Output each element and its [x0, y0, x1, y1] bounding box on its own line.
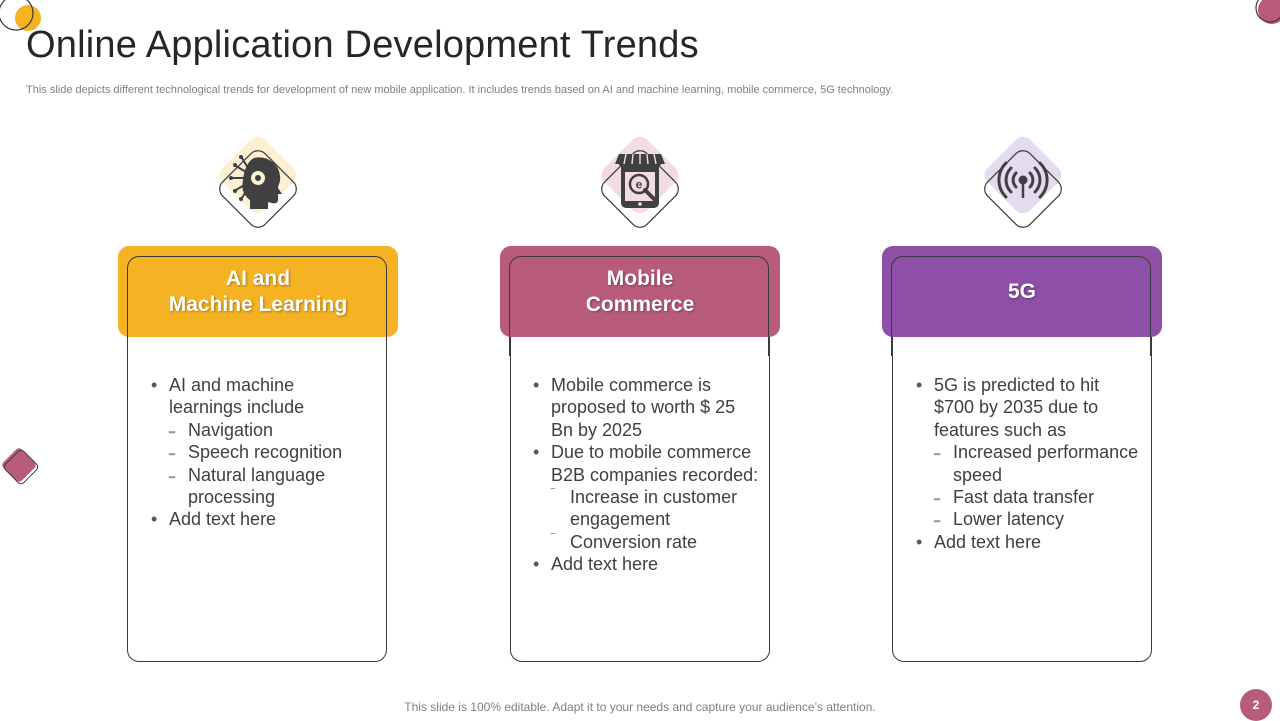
corner-circle-decoration-right: [1255, 0, 1280, 24]
list-item: Natural language processing: [149, 462, 364, 509]
card-header-mobile-commerce: Mobile Commerce: [500, 246, 780, 356]
corner-circles-decoration: [0, 0, 41, 31]
list-item: Increased performance speed: [914, 439, 1139, 486]
list-item: Conversion rate: [531, 528, 761, 553]
list-item: Add text here: [531, 553, 761, 576]
brain-head-icon: [206, 128, 310, 242]
card-bullet-list: AI and machine learnings include Navigat…: [149, 374, 364, 531]
list-item: Lower latency: [914, 506, 1139, 530]
card-title: 5G: [1007, 279, 1036, 303]
list-item: Increase in customer engagement: [531, 483, 761, 531]
card-bullet-list: 5G is predicted to hit $700 by 2035 due …: [914, 374, 1139, 554]
list-item: Navigation: [149, 417, 364, 441]
card-title: AI and Machine Learning: [168, 266, 348, 316]
mobile-store-icon: e: [588, 128, 692, 242]
card-header-ai: AI and Machine Learning: [118, 246, 398, 356]
card-header-5g: 5G: [882, 246, 1162, 356]
list-item: Fast data transfer: [914, 484, 1139, 508]
list-item: Add text here: [914, 531, 1139, 554]
page-subtitle: This slide depicts different technologic…: [26, 84, 894, 96]
list-item: Mobile commerce is proposed to worth $ 2…: [531, 374, 761, 441]
page-title: Online Application Development Trends: [26, 24, 699, 66]
footer-note: This slide is 100% editable. Adapt it to…: [404, 700, 876, 714]
list-item: Add text here: [149, 508, 364, 531]
side-diamond-decoration: [2, 448, 39, 485]
card-bullet-list: Mobile commerce is proposed to worth $ 2…: [531, 374, 761, 576]
svg-text:e: e: [636, 178, 643, 192]
card-title: Mobile Commerce: [585, 266, 695, 316]
list-item: AI and machine learnings include: [149, 374, 364, 419]
list-item: 5G is predicted to hit $700 by 2035 due …: [914, 374, 1139, 441]
list-item: Speech recognition: [149, 439, 364, 463]
signal-tower-icon: [971, 128, 1075, 242]
list-item: Due to mobile commerce B2B companies rec…: [531, 441, 761, 486]
page-number-badge: 2: [1240, 689, 1272, 721]
